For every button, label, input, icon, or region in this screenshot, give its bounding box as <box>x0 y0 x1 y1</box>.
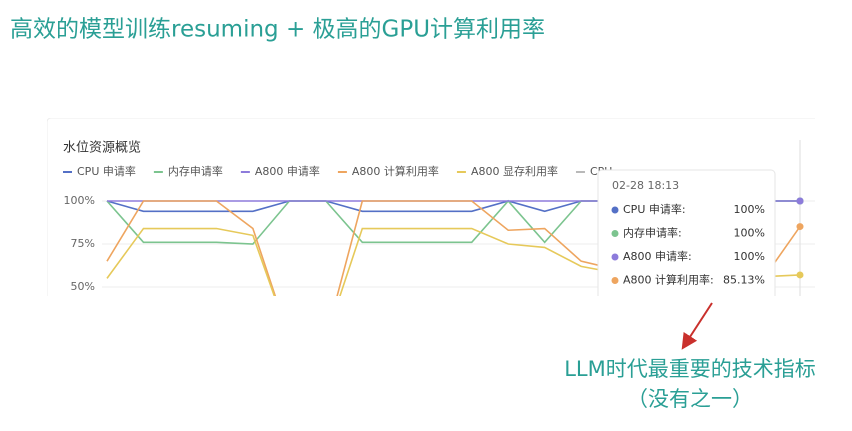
tooltip-box <box>597 169 776 296</box>
card: 水位资源概览 CPU 申请率 内存申请率 A800 申请率 A800 计算利用率 A80… <box>47 118 815 296</box>
tooltip-name: 内存申请率: <box>623 226 682 240</box>
tooltip-dot <box>611 230 619 237</box>
y-tick-label: 75% <box>71 237 95 250</box>
tooltip-title: 02-28 18:13 <box>612 179 679 192</box>
tooltip: 02-28 18:13 CPU 申请率: 100% 内存申请率: 100% A800 申请… <box>597 169 776 296</box>
legend-label: 内存申请率 <box>168 164 223 178</box>
tooltip-name: A800 计算利用率: <box>623 273 714 287</box>
legend-label: A800 申请率 <box>255 164 320 178</box>
hover-point <box>796 197 804 205</box>
annotation: （没有之一） <box>627 387 753 411</box>
y-tick-label: 100% <box>64 194 95 207</box>
tooltip-dot <box>611 253 619 261</box>
y-tick-label: 50% <box>71 280 95 293</box>
legend-label: A800 显存利用率 <box>471 164 558 178</box>
hover-point <box>796 223 804 231</box>
tooltip-dot <box>611 277 619 284</box>
tooltip-value: 85.13% <box>723 274 765 287</box>
tooltip-name: CPU 申请率: <box>623 202 686 216</box>
tooltip-value: 100% <box>734 203 765 216</box>
slide-title: 高效的模型训练resuming + 极高的GPU计算利用率 <box>10 17 545 43</box>
hover-point <box>796 271 804 279</box>
tooltip-name: A800 申请率: <box>623 249 692 263</box>
arrow <box>681 302 713 350</box>
annotation: LLM时代最重要的技术指标 <box>564 357 816 381</box>
tooltip-value: 100% <box>734 250 765 263</box>
tooltip-dot <box>611 206 619 214</box>
tooltip-value: 100% <box>734 227 765 240</box>
legend-label: A800 计算利用率 <box>352 164 439 178</box>
legend-label: CPU 申请率 <box>77 164 136 178</box>
chart-title: 水位资源概览 <box>63 140 141 156</box>
